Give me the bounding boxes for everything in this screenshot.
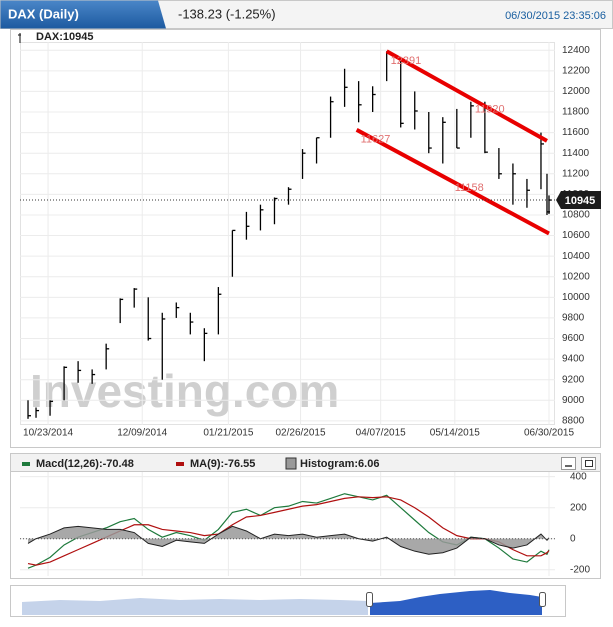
histogram-area xyxy=(28,526,549,555)
legend-swatch xyxy=(285,457,297,470)
histogram-outline xyxy=(27,525,550,555)
y-tick-label: 200 xyxy=(570,502,587,513)
minimize-button[interactable] xyxy=(561,457,576,470)
x-tick-label: 06/30/2015 xyxy=(524,428,574,439)
legend-label: Histogram:6.06 xyxy=(300,458,379,470)
ticker-tab[interactable] xyxy=(0,0,167,29)
legend-label: Macd(12,26):-70.48 xyxy=(36,458,134,470)
legend-swatch xyxy=(176,462,184,466)
y-tick-label: 9800 xyxy=(562,313,585,324)
last-price-label: 10945 xyxy=(565,195,596,207)
y-tick-label: -200 xyxy=(570,564,590,575)
y-tick-label: 10200 xyxy=(562,271,590,282)
last-price-box xyxy=(556,191,601,210)
x-tick-label: 04/07/2015 xyxy=(356,428,406,439)
chart-layer: 8800 9000 9200 9400 9600 9800 10000 10200 10400 1… xyxy=(20,42,601,576)
plot-frame xyxy=(20,42,555,425)
x-tick-label: 05/14/2015 xyxy=(430,428,480,439)
watermark: Investing.com xyxy=(30,365,339,417)
navigator-handle[interactable] xyxy=(366,592,373,607)
x-tick-label: 10/23/2014 xyxy=(23,428,73,439)
change: -138.23 (-1.25%) xyxy=(178,6,276,21)
y-tick-label: 12200 xyxy=(562,65,590,76)
y-tick-label: 11800 xyxy=(562,107,590,118)
y-tick-label: 9000 xyxy=(562,395,585,406)
y-tick-label: 9200 xyxy=(562,374,585,385)
maximize-icon xyxy=(585,460,593,467)
timestamp: 06/30/2015 23:35:06 xyxy=(505,10,606,22)
y-tick-label: 10400 xyxy=(562,251,590,262)
annotation: 11158 xyxy=(455,182,484,194)
ticker: DAX (Daily) xyxy=(8,6,79,21)
navigator-history xyxy=(22,598,368,615)
quote-label: DAX:10945 xyxy=(36,31,93,43)
y-tick-label: 10800 xyxy=(562,210,590,221)
y-tick-label: 8800 xyxy=(562,416,585,427)
y-tick-label: 11600 xyxy=(562,127,590,138)
main-panel xyxy=(10,29,601,448)
legend-label: MA(9):-76.55 xyxy=(190,458,255,470)
macd-header xyxy=(10,453,601,472)
trend-line xyxy=(355,128,550,236)
annotation: 11920 xyxy=(475,104,505,116)
x-tick-label: 12/09/2014 xyxy=(117,428,167,439)
annotation: 12391 xyxy=(391,55,422,67)
y-tick-label: 11400 xyxy=(562,148,590,159)
macd-panel xyxy=(10,453,601,579)
y-tick-label: 400 xyxy=(570,471,587,482)
y-tick-label: 10600 xyxy=(562,230,590,241)
navigator-handle[interactable] xyxy=(539,592,546,607)
y-tick-label: 0 xyxy=(570,533,576,544)
y-tick-label: 9600 xyxy=(562,333,585,344)
annotation: 11627 xyxy=(361,134,391,146)
maximize-button[interactable] xyxy=(581,457,596,470)
y-tick-label: 11200 xyxy=(562,168,590,179)
x-tick-label: 01/21/2015 xyxy=(203,428,253,439)
trend-line xyxy=(385,49,548,143)
y-tick-label: 12400 xyxy=(562,45,590,56)
y-tick-label: 10000 xyxy=(562,292,590,303)
x-tick-label: 02/26/2015 xyxy=(275,428,325,439)
legend-swatch xyxy=(22,462,30,466)
navigator-selection xyxy=(370,590,542,615)
y-tick-label: 9400 xyxy=(562,354,585,365)
label-icon xyxy=(18,33,21,43)
y-tick-label: 12000 xyxy=(562,86,590,97)
